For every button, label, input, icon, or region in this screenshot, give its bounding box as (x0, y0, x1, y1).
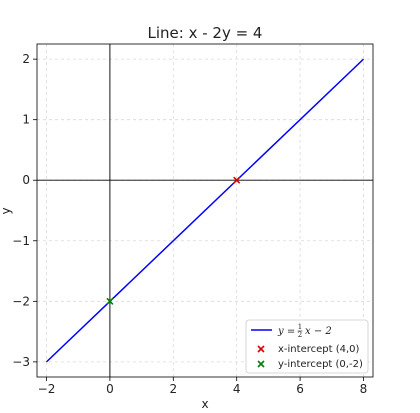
legend-fraction-num: 1 (298, 323, 302, 331)
x-tick-label: 6 (296, 382, 304, 396)
legend-box (245, 319, 369, 374)
legend-marker-y-intercept (257, 360, 265, 368)
y-tick-label: 0 (22, 173, 30, 187)
x-tick-label: −2 (38, 382, 56, 396)
legend-label-y-intercept: y-intercept (0,-2) (278, 359, 363, 370)
chart-title: Line: x - 2y = 4 (148, 24, 263, 42)
y-tick-label: 1 (22, 113, 30, 127)
y-tick-label: −2 (12, 294, 30, 308)
legend: y = 1 2 x − 2 x-intercept (4,0) y-interc… (245, 319, 369, 374)
x-tick-label: 8 (360, 382, 368, 396)
y-tick-label: −3 (12, 355, 30, 369)
x-axis-ticks: −2 0 2 4 6 8 (38, 377, 368, 396)
x-tick-label: 2 (169, 382, 177, 396)
reference-axes (37, 44, 373, 377)
x-axis-label: x (201, 397, 208, 411)
legend-fraction-den: 2 (298, 331, 302, 339)
legend-label-x-intercept: x-intercept (4,0) (278, 344, 360, 355)
y-tick-label: −1 (12, 234, 30, 248)
y-axis-ticks: −3 −2 −1 0 1 2 (12, 52, 37, 369)
series-line (45, 58, 365, 363)
y-axis-label: y (0, 207, 13, 214)
x-intercept-marker (233, 176, 241, 184)
legend-label-line-rhs: x − 2 (305, 326, 332, 337)
y-tick-label: 2 (22, 52, 30, 66)
x-tick-label: 4 (233, 382, 241, 396)
plot-frame (36, 43, 374, 378)
data-series (45, 58, 365, 363)
legend-label-line: y = (277, 326, 295, 337)
legend-marker-x-intercept (257, 345, 265, 353)
x-tick-label: 0 (106, 382, 114, 396)
y-intercept-marker (106, 297, 114, 305)
